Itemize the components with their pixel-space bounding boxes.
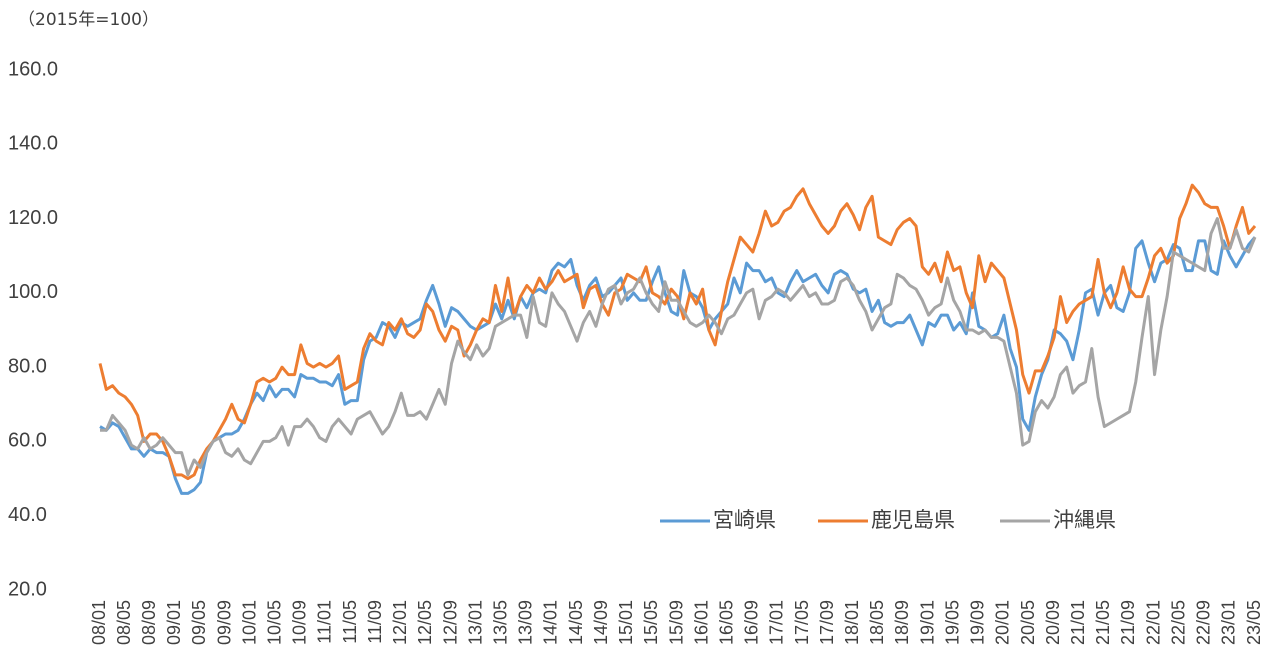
x-tick-label: 12/01 bbox=[390, 600, 410, 645]
x-tick-label: 14/01 bbox=[541, 600, 561, 645]
x-tick-label: 13/09 bbox=[516, 600, 536, 645]
x-tick-label: 19/09 bbox=[968, 600, 988, 645]
legend-label: 沖縄県 bbox=[1053, 508, 1116, 532]
legend-label: 宮崎県 bbox=[713, 508, 776, 532]
x-tick-label: 11/05 bbox=[340, 600, 360, 644]
x-tick-label: 09/09 bbox=[214, 600, 234, 645]
x-tick-label: 22/01 bbox=[1143, 600, 1163, 645]
x-tick-label: 08/01 bbox=[89, 600, 109, 645]
x-tick-label: 14/09 bbox=[591, 600, 611, 645]
x-tick-label: 10/05 bbox=[265, 600, 285, 645]
x-tick-label: 08/05 bbox=[114, 600, 134, 645]
x-tick-label: 18/01 bbox=[842, 600, 862, 645]
y-tick-label: 20.0 bbox=[8, 578, 47, 600]
x-tick-label: 10/09 bbox=[290, 600, 310, 645]
series-line bbox=[98, 183, 1257, 481]
legend-label: 鹿児島県 bbox=[871, 508, 955, 532]
x-tick-label: 17/05 bbox=[792, 600, 812, 645]
y-tick-label: 120.0 bbox=[8, 207, 58, 229]
y-tick-label: 60.0 bbox=[8, 430, 47, 452]
x-tick-label: 18/05 bbox=[867, 600, 887, 645]
x-tick-label: 15/05 bbox=[641, 600, 661, 645]
y-tick-label: 100.0 bbox=[8, 281, 58, 303]
x-tick-label: 13/01 bbox=[465, 600, 485, 645]
x-tick-label: 14/05 bbox=[566, 600, 586, 645]
y-tick-label: 140.0 bbox=[8, 133, 58, 155]
x-tick-label: 19/05 bbox=[942, 600, 962, 645]
y-tick-label: 40.0 bbox=[8, 504, 47, 526]
x-tick-label: 13/05 bbox=[490, 600, 510, 645]
x-tick-label: 17/01 bbox=[767, 600, 787, 645]
x-tick-label: 12/05 bbox=[415, 600, 435, 645]
x-tick-label: 11/01 bbox=[315, 600, 335, 644]
x-tick-label: 15/09 bbox=[666, 600, 686, 645]
x-tick-label: 18/09 bbox=[892, 600, 912, 645]
x-tick-label: 08/09 bbox=[139, 600, 159, 645]
x-tick-label: 22/05 bbox=[1168, 600, 1188, 645]
x-tick-label: 20/05 bbox=[1018, 600, 1038, 645]
x-tick-label: 23/01 bbox=[1219, 600, 1239, 645]
x-tick-label: 11/09 bbox=[365, 600, 385, 644]
x-tick-label: 21/01 bbox=[1068, 600, 1088, 645]
x-tick-label: 23/05 bbox=[1244, 600, 1264, 645]
x-tick-label: 09/01 bbox=[164, 600, 184, 645]
series-line bbox=[100, 217, 1257, 477]
chart-title: （2015年=100） bbox=[18, 10, 159, 30]
x-tick-label: 19/01 bbox=[917, 600, 937, 645]
x-tick-label: 20/01 bbox=[993, 600, 1013, 645]
x-tick-label: 21/05 bbox=[1093, 600, 1113, 645]
x-tick-label: 15/01 bbox=[616, 600, 636, 645]
y-tick-label: 80.0 bbox=[8, 355, 47, 377]
x-tick-label: 22/09 bbox=[1194, 600, 1214, 645]
x-tick-label: 12/09 bbox=[440, 600, 460, 645]
x-tick-label: 09/05 bbox=[189, 600, 209, 645]
x-tick-label: 10/01 bbox=[239, 600, 259, 645]
series-line bbox=[99, 236, 1257, 495]
y-tick-label: 160.0 bbox=[8, 58, 58, 80]
x-tick-label: 16/01 bbox=[691, 600, 711, 645]
x-tick-label: 20/09 bbox=[1043, 600, 1063, 645]
x-tick-label: 17/09 bbox=[817, 600, 837, 645]
x-tick-label: 16/09 bbox=[742, 600, 762, 645]
x-tick-label: 21/09 bbox=[1118, 600, 1138, 645]
x-tick-label: 16/05 bbox=[716, 600, 736, 645]
